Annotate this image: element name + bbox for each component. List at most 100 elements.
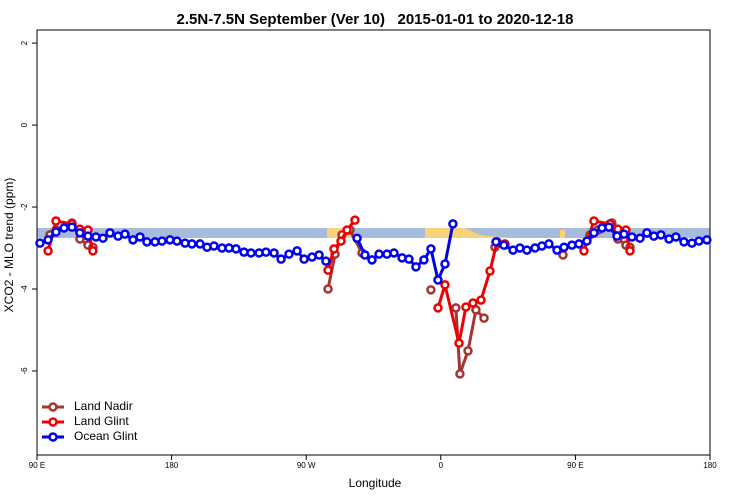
- land-patch: [425, 228, 510, 238]
- data-point: [589, 216, 599, 226]
- legend-label: Land Glint: [74, 414, 129, 428]
- data-point: [350, 215, 360, 225]
- legend-marker: [48, 402, 58, 412]
- legend-label: Ocean Glint: [74, 429, 138, 443]
- data-point: [51, 216, 61, 226]
- data-point: [468, 298, 478, 308]
- data-point: [479, 313, 489, 323]
- data-point: [105, 228, 115, 238]
- data-point: [419, 255, 429, 265]
- data-point: [604, 222, 614, 232]
- data-point: [679, 237, 689, 247]
- data-point: [43, 246, 53, 256]
- data-point: [187, 239, 197, 249]
- y-tick-label: -2: [20, 203, 29, 211]
- data-point: [404, 254, 414, 264]
- data-point: [619, 229, 629, 239]
- data-point: [642, 228, 652, 238]
- data-point: [209, 241, 219, 251]
- data-point: [574, 239, 584, 249]
- chart-title: 2.5N-7.5N September (Ver 10) 2015-01-01 …: [177, 11, 574, 28]
- data-point: [463, 346, 473, 356]
- x-tick-label: 180: [165, 461, 179, 470]
- x-tick-label: 90 E: [29, 461, 45, 470]
- data-point: [59, 223, 69, 233]
- data-point: [172, 236, 182, 246]
- data-point: [120, 229, 130, 239]
- data-point: [627, 232, 637, 242]
- data-point: [702, 235, 712, 245]
- x-tick-label: 180: [703, 461, 717, 470]
- data-point: [433, 303, 443, 313]
- y-axis-label: XCO2 - MLO trend (ppm): [2, 178, 16, 313]
- x-tick-label: 0: [439, 461, 444, 470]
- data-point: [635, 233, 645, 243]
- data-point: [43, 235, 53, 245]
- data-point: [544, 239, 554, 249]
- x-axis-label: Longitude: [349, 476, 402, 490]
- legend-label: Land Nadir: [74, 399, 133, 413]
- data-point: [35, 238, 45, 248]
- data-point: [323, 284, 333, 294]
- x-tick-label: 90 E: [567, 461, 583, 470]
- data-point: [411, 262, 421, 272]
- data-point: [261, 247, 271, 257]
- data-point: [352, 233, 362, 243]
- data-point: [671, 232, 681, 242]
- data-point: [579, 246, 589, 256]
- data-point: [389, 248, 399, 258]
- data-point: [433, 275, 443, 285]
- data-point: [284, 249, 294, 259]
- data-point: [276, 254, 286, 264]
- data-point: [625, 246, 635, 256]
- data-point: [367, 255, 377, 265]
- data-point: [88, 246, 98, 256]
- data-point: [142, 237, 152, 247]
- data-point: [157, 236, 167, 246]
- data-point: [360, 250, 370, 260]
- data-point: [499, 240, 509, 250]
- data-point: [323, 265, 333, 275]
- data-point: [451, 303, 461, 313]
- data-point: [454, 338, 464, 348]
- data-point: [448, 219, 458, 229]
- data-point: [67, 222, 77, 232]
- data-point: [656, 230, 666, 240]
- x-tick-label: 90 W: [297, 461, 316, 470]
- data-point: [231, 244, 241, 254]
- data-point: [374, 249, 384, 259]
- data-point: [299, 254, 309, 264]
- data-point: [455, 369, 465, 379]
- data-point: [314, 250, 324, 260]
- y-tick-label: -4: [20, 285, 29, 293]
- data-point: [336, 236, 346, 246]
- y-tick-label: 0: [20, 122, 29, 127]
- data-point: [426, 285, 436, 295]
- legend-marker: [48, 417, 58, 427]
- data-point: [491, 237, 501, 247]
- data-point: [83, 231, 93, 241]
- y-tick-label: 2: [20, 40, 29, 45]
- land-patch: [560, 230, 565, 238]
- data-point: [329, 244, 339, 254]
- data-point: [269, 248, 279, 258]
- data-point: [51, 227, 61, 237]
- data-point: [476, 295, 486, 305]
- data-point: [75, 228, 85, 238]
- data-point: [342, 225, 352, 235]
- data-point: [485, 266, 495, 276]
- data-point: [195, 239, 205, 249]
- data-point: [98, 233, 108, 243]
- data-point: [321, 256, 331, 266]
- legend-marker: [48, 432, 58, 442]
- plot-frame: [36, 29, 711, 456]
- data-point: [440, 280, 450, 290]
- data-point: [694, 236, 704, 246]
- data-point: [426, 244, 436, 254]
- data-point: [135, 232, 145, 242]
- data-point: [246, 248, 256, 258]
- data-point: [440, 259, 450, 269]
- ocean-band: [37, 228, 710, 238]
